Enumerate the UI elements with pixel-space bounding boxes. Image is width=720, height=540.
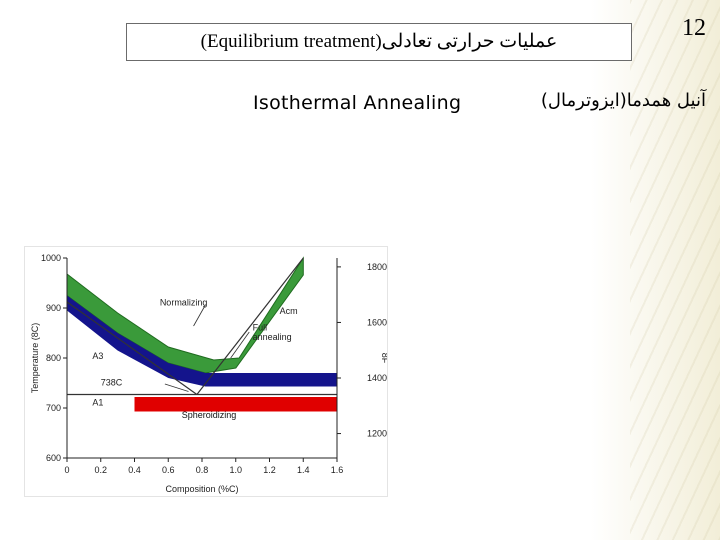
y2-axis-title: 8F	[380, 353, 387, 364]
y-tick-label: 600	[46, 453, 61, 463]
y-axis-title: Temperature (8C)	[30, 323, 40, 394]
x-tick-label: 0.6	[162, 465, 175, 475]
x-tick-label: 1.2	[263, 465, 276, 475]
y-tick-label: 1000	[41, 253, 61, 263]
label-normalizing: Normalizing	[160, 298, 208, 308]
title-box: (Equilibrium treatment)عملیات حرارتی تعا…	[126, 23, 632, 61]
phase-lines	[66, 257, 337, 396]
x-tick-label: 1.0	[229, 465, 242, 475]
line-acm	[196, 257, 304, 395]
label-a3: A3	[92, 351, 103, 361]
label-738c: 738C	[101, 378, 123, 388]
label-leader-738c	[164, 383, 189, 392]
y2-tick-label: 1200	[367, 429, 387, 439]
y2-tick-label: 1800	[367, 262, 387, 272]
x-tick-label: 0	[64, 465, 69, 475]
x-tick-label: 0.4	[128, 465, 141, 475]
label-leader-full	[230, 331, 250, 359]
slide-number: 12	[682, 15, 706, 41]
band-spheroidizing	[134, 397, 337, 412]
y2-tick-label: 1400	[367, 373, 387, 383]
x-axis-title: Composition (%C)	[165, 484, 238, 494]
chart-ticks: 0 0.2 0.4 0.6 0.8 1.0 1.2 1.4 1.6 600 700 800 900 100…	[30, 253, 390, 494]
slide-decoration	[630, 0, 720, 540]
iron-carbon-heat-treatment-chart: 0 0.2 0.4 0.6 0.8 1.0 1.2 1.4 1.6 600 700 800 900 100…	[30, 253, 390, 494]
x-tick-label: 0.2	[94, 465, 107, 475]
subtitle-persian: آنیل همدما(ایزوترمال)	[540, 90, 706, 111]
y-tick-label: 700	[46, 403, 61, 413]
subtitle-english: Isothermal Annealing	[253, 92, 462, 114]
label-annealing: annealing	[253, 332, 292, 342]
y-tick-label: 800	[46, 353, 61, 363]
label-acm: Acm	[280, 306, 298, 316]
x-tick-label: 1.6	[331, 465, 344, 475]
label-spheroidizing: Spheroidizing	[182, 410, 237, 420]
phase-diagram-figure: 0 0.2 0.4 0.6 0.8 1.0 1.2 1.4 1.6 600 700 800 900 100…	[25, 247, 390, 496]
y-tick-label: 900	[46, 303, 61, 313]
label-leader-normalizing	[193, 304, 206, 327]
x-tick-label: 1.4	[297, 465, 310, 475]
y2-tick-label: 1600	[367, 317, 387, 327]
label-full: Full	[253, 323, 268, 333]
line-a3	[66, 301, 198, 395]
label-a1: A1	[92, 398, 103, 408]
slide-title: (Equilibrium treatment)عملیات حرارتی تعا…	[200, 31, 558, 52]
x-tick-label: 0.8	[196, 465, 209, 475]
